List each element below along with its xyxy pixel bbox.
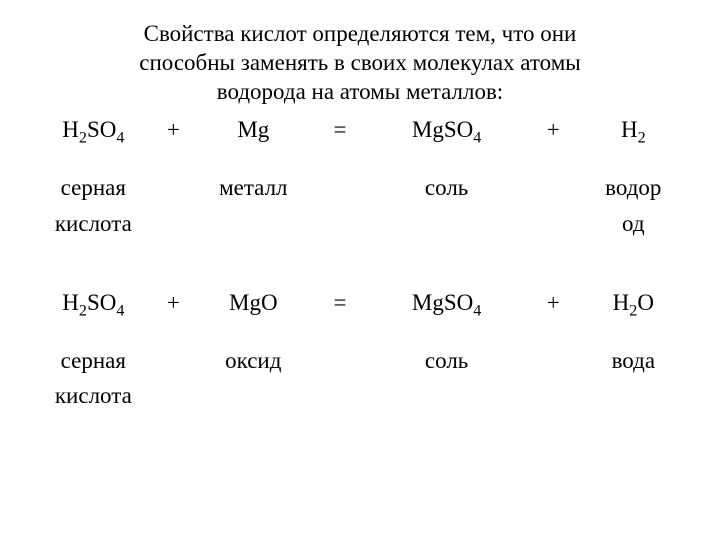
eq1-p1-label2 [373,206,520,242]
eq1-p1-label1: соль [373,170,520,206]
eq2-labels-row1: серная оксид соль вода [40,343,680,379]
eq1-labels-row1: серная металл соль водор [40,170,680,206]
eq2-p1-label2 [373,378,520,414]
eq2-p1-label1: соль [373,343,520,379]
eq1-labels-row2: кислота од [40,206,680,242]
eq2-p1: MgSO4 [373,285,520,321]
eq2-p2-label1: вода [587,343,680,379]
eq2-p2: H2O [587,285,680,321]
eq2-r1-label2: кислота [40,378,147,414]
eq1-r2-label1: металл [200,170,307,206]
eq2-r2-label2 [200,378,307,414]
eq1-r1-label1: серная [40,170,147,206]
eq2-r1-label1: серная [40,343,147,379]
eq1-formula-row: H2SO4 + Mg = MgSO4 + H2 [40,112,680,148]
eq2-eq: = [307,285,374,321]
eq1-op1: + [147,112,200,148]
eq1-p1: MgSO4 [373,112,520,148]
eq2-r1: H2SO4 [40,285,147,321]
eq1-r1-label2: кислота [40,206,147,242]
eq1-op2: + [520,112,587,148]
eq1-p2-label2: од [587,206,680,242]
eq1-eq: = [307,112,374,148]
eq1-p2: H2 [587,112,680,148]
eq1-r2: Mg [200,112,307,148]
title-line-2: способны заменять в своих молекулах атом… [139,50,580,75]
title-line-1: Свойства кислот определяются тем, что он… [144,21,577,46]
eq1-r1: H2SO4 [40,112,147,148]
title-line-3: водорода на атомы металлов: [217,79,503,104]
eq2-op1: + [147,285,200,321]
eq2-op2: + [520,285,587,321]
eq2-formula-row: H2SO4 + MgO = MgSO4 + H2O [40,285,680,321]
eq1-p2-label1: водор [587,170,680,206]
eq2-r2: MgO [200,285,307,321]
eq2-p2-label2 [587,378,680,414]
eq1-r2-label2 [200,206,307,242]
eq2-labels-row2: кислота [40,378,680,414]
page-title: Свойства кислот определяются тем, что он… [40,20,680,106]
equations-table: H2SO4 + Mg = MgSO4 + H2 серная металл со… [40,112,680,414]
eq2-r2-label1: оксид [200,343,307,379]
